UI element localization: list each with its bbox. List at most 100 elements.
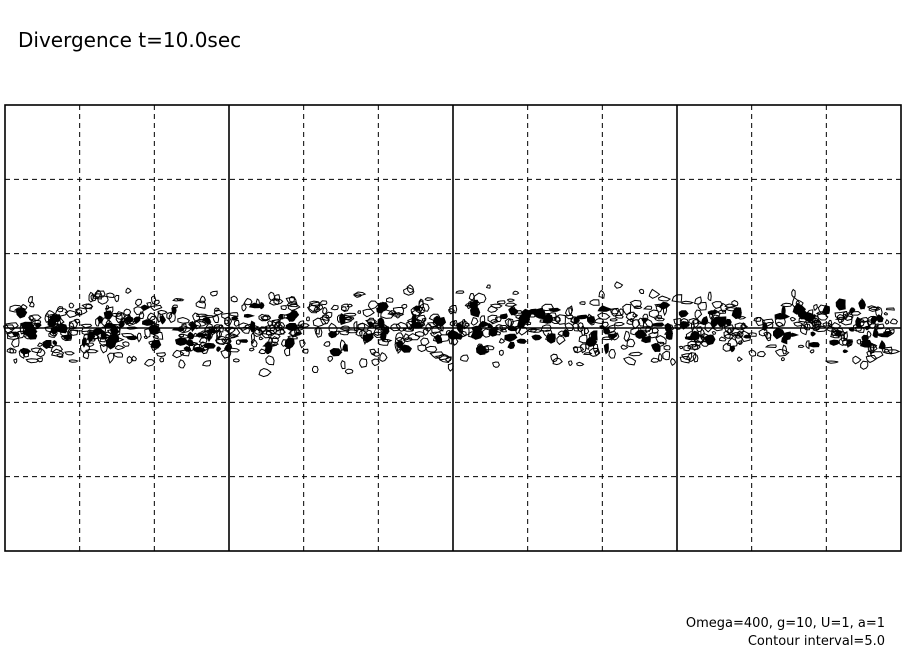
contour [516, 338, 528, 344]
contour [425, 323, 432, 333]
contour [686, 352, 697, 363]
contour [258, 348, 267, 355]
contour [339, 316, 354, 321]
contour [870, 342, 875, 352]
contour [431, 325, 444, 335]
contour [766, 331, 772, 342]
contour [878, 339, 886, 350]
contour [473, 292, 487, 304]
contour [611, 308, 619, 317]
contour [829, 339, 841, 346]
contour [842, 349, 849, 354]
contour [840, 315, 853, 326]
contour [735, 334, 743, 339]
contour [330, 304, 339, 311]
contour [704, 321, 716, 333]
contour [204, 323, 214, 332]
contour [227, 327, 241, 337]
contour [99, 326, 106, 334]
contour [85, 348, 99, 354]
contour [288, 296, 295, 304]
contour [146, 312, 157, 322]
contour [359, 358, 368, 368]
contour [353, 321, 358, 332]
contour [645, 325, 652, 333]
contour [54, 307, 69, 317]
contour [85, 303, 93, 310]
contour [809, 349, 815, 354]
contour [319, 315, 330, 325]
contour [6, 347, 17, 354]
contour [202, 317, 211, 324]
contour [35, 322, 42, 329]
contour [64, 309, 80, 318]
contour [395, 312, 401, 319]
contour [258, 313, 269, 322]
contour [150, 295, 157, 305]
contour [284, 337, 295, 350]
contour [198, 341, 213, 353]
contour [727, 328, 732, 336]
annotation: Contour interval=5.0 [748, 634, 885, 649]
contour [866, 350, 872, 357]
contour [363, 333, 374, 344]
contour [143, 335, 148, 340]
contour [485, 284, 491, 289]
contour [402, 333, 410, 341]
contour [797, 309, 809, 320]
contour [19, 321, 35, 330]
contour [470, 316, 479, 326]
contour [681, 300, 695, 305]
contour [50, 314, 62, 323]
contour [97, 315, 104, 324]
contour [143, 358, 156, 367]
contour [233, 358, 240, 363]
contour [376, 306, 384, 314]
contour [648, 288, 661, 299]
contour [577, 322, 584, 333]
contour [415, 314, 426, 322]
contour [283, 347, 291, 357]
contour [68, 359, 79, 363]
contour [448, 335, 453, 345]
contour [445, 330, 451, 336]
contour [157, 309, 168, 316]
contour [603, 327, 611, 335]
contour [107, 323, 124, 329]
contour [715, 316, 727, 328]
contour [402, 287, 415, 296]
contour [846, 341, 851, 348]
contour [655, 315, 663, 320]
contour [434, 355, 452, 361]
contour [410, 322, 423, 329]
contour [780, 302, 793, 308]
contour [149, 327, 161, 336]
contour [459, 354, 469, 362]
contour [394, 336, 406, 347]
contour [860, 360, 869, 370]
contour [110, 312, 123, 318]
contour [28, 301, 35, 308]
contour [123, 308, 132, 316]
contour [832, 327, 845, 336]
contour [648, 331, 659, 339]
contour [13, 307, 26, 312]
contour [452, 320, 458, 327]
contour [379, 352, 388, 362]
contour [225, 333, 240, 339]
contour [425, 345, 438, 353]
contour [628, 351, 643, 357]
contour [655, 335, 667, 345]
contour [481, 344, 495, 351]
contour [552, 357, 563, 366]
contour [408, 333, 421, 341]
contour [654, 303, 668, 308]
contour [866, 305, 879, 311]
contour [274, 321, 281, 332]
contour [9, 348, 15, 354]
contour [201, 360, 212, 367]
contour [25, 358, 40, 364]
contour [889, 328, 895, 336]
contour [724, 306, 740, 312]
contour [114, 294, 120, 303]
